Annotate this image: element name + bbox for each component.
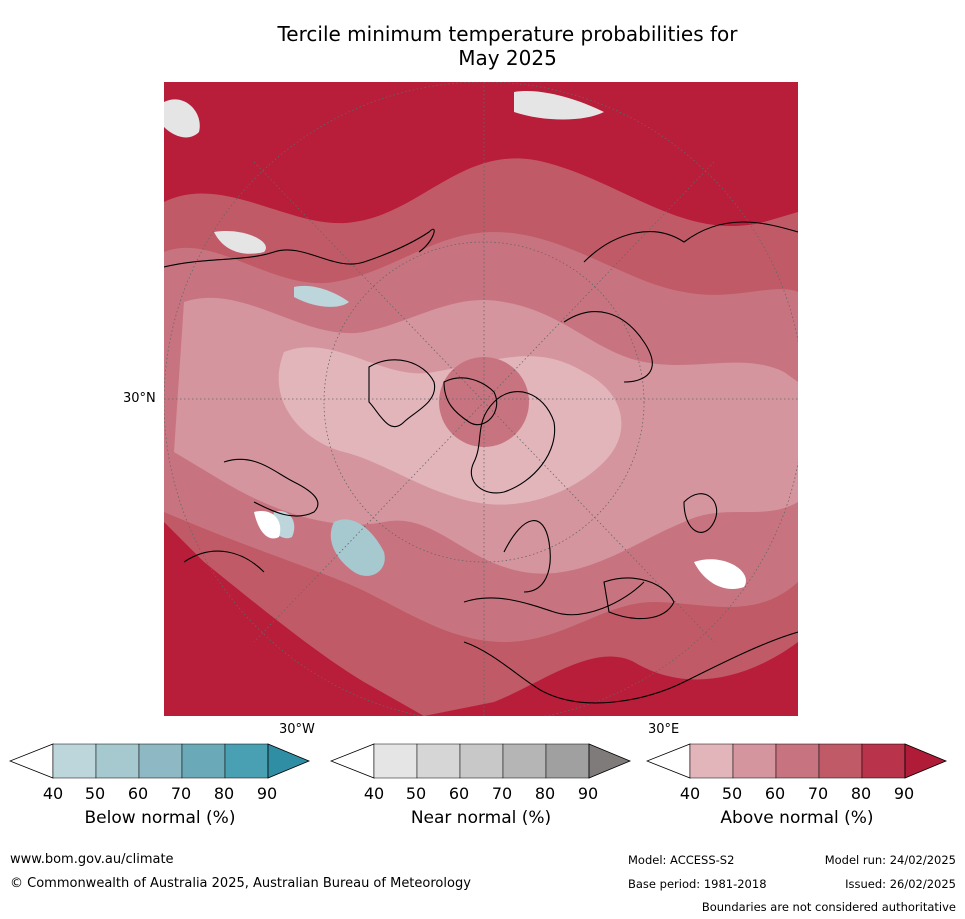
low-prob-patch-2 xyxy=(694,559,746,590)
tick-50: 50 xyxy=(405,784,427,803)
footer-copyright: © Commonwealth of Australia 2025, Austra… xyxy=(10,876,471,891)
colorbar-above-normal: 40 50 60 70 80 90 Above normal (%) xyxy=(646,742,948,852)
tick-60: 60 xyxy=(448,784,470,803)
footer-base-period: Base period: 1981-2018 xyxy=(628,877,767,891)
colorbar-segment-1 xyxy=(373,743,418,779)
colorbar-graphic xyxy=(646,743,948,779)
colorbar-extend-high xyxy=(904,743,948,779)
tick-80: 80 xyxy=(850,784,872,803)
title-line-1: Tercile minimum temperature probabilitie… xyxy=(277,22,738,46)
tick-50: 50 xyxy=(721,784,743,803)
tick-50: 50 xyxy=(84,784,106,803)
colorbar-extend-high xyxy=(588,743,632,779)
footer-url[interactable]: www.bom.gov.au/climate xyxy=(10,852,174,867)
footer-model: Model: ACCESS-S2 xyxy=(628,853,735,867)
colorbar-segment-4 xyxy=(502,743,547,779)
colorbar-label: Below normal (%) xyxy=(84,808,236,828)
tick-60: 60 xyxy=(127,784,149,803)
colorbar-extend-low xyxy=(330,743,375,779)
probability-map xyxy=(164,82,798,716)
lon-label-30w: 30°W xyxy=(279,722,315,737)
map-graphic xyxy=(164,82,798,716)
colorbar-segment-3 xyxy=(138,743,183,779)
tick-90: 90 xyxy=(577,784,599,803)
footer-disclaimer: Boundaries are not considered authoritat… xyxy=(701,900,956,914)
near-normal-patch-2 xyxy=(514,91,604,120)
colorbar-segment-5 xyxy=(861,743,906,779)
near-normal-patch-3 xyxy=(214,231,266,254)
colorbar-segment-2 xyxy=(416,743,461,779)
colorbar-segment-2 xyxy=(732,743,777,779)
colorbar-graphic xyxy=(330,743,632,779)
tick-70: 70 xyxy=(807,784,829,803)
colorbar-segment-5 xyxy=(545,743,590,779)
graticule xyxy=(164,82,798,716)
tick-40: 40 xyxy=(679,784,701,803)
tick-60: 60 xyxy=(764,784,786,803)
colorbar-segment-5 xyxy=(224,743,269,779)
colorbar-below-normal: 40 50 60 70 80 90 Below normal (%) xyxy=(9,742,311,852)
tick-40: 40 xyxy=(363,784,385,803)
colorbar-segment-1 xyxy=(689,743,734,779)
tick-40: 40 xyxy=(42,784,64,803)
tick-80: 80 xyxy=(534,784,556,803)
colorbar-segment-4 xyxy=(818,743,863,779)
low-prob-patch-1 xyxy=(254,511,281,539)
below-normal-patch-pacific xyxy=(330,519,385,576)
footer-model-run: Model run: 24/02/2025 xyxy=(824,853,956,867)
footer-issued: Issued: 26/02/2025 xyxy=(845,877,956,891)
colorbar-extend-low xyxy=(9,743,54,779)
tick-80: 80 xyxy=(213,784,235,803)
colorbar-graphic xyxy=(9,743,311,779)
tick-70: 70 xyxy=(491,784,513,803)
tick-90: 90 xyxy=(893,784,915,803)
colorbar-segment-3 xyxy=(775,743,820,779)
colorbar-label: Near normal (%) xyxy=(410,808,552,828)
lat-label-30n: 30°N xyxy=(123,391,156,406)
colorbar-segment-3 xyxy=(459,743,504,779)
colorbar-segment-2 xyxy=(95,743,140,779)
chart-title: Tercile minimum temperature probabilitie… xyxy=(160,22,855,70)
tick-90: 90 xyxy=(256,784,278,803)
colorbar-near-normal: 40 50 60 70 80 90 Near normal (%) xyxy=(330,742,632,852)
colorbar-label: Above normal (%) xyxy=(720,808,874,828)
colorbar-segment-1 xyxy=(52,743,97,779)
colorbar-extend-low xyxy=(646,743,691,779)
below-normal-patch-alaska xyxy=(294,285,349,307)
title-line-2: May 2025 xyxy=(458,46,557,70)
lon-label-30e: 30°E xyxy=(648,722,680,737)
colorbar-extend-high xyxy=(267,743,311,779)
tick-70: 70 xyxy=(170,784,192,803)
colorbar-segment-4 xyxy=(181,743,226,779)
coastlines xyxy=(164,221,798,704)
near-normal-patch-1 xyxy=(164,99,200,138)
